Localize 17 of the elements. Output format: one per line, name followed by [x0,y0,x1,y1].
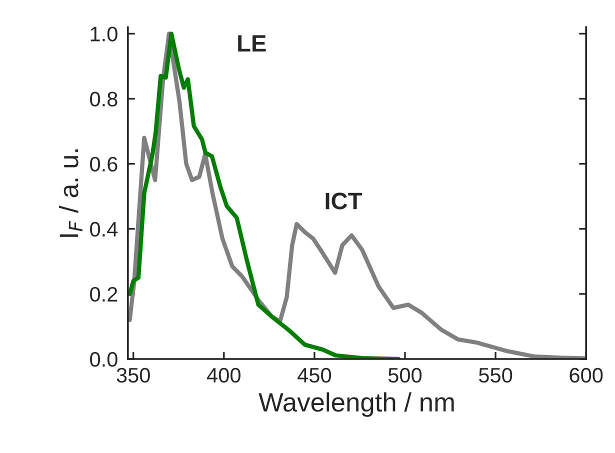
x-tick-label: 450 [298,368,332,383]
y-tick-label: 0.8 [90,92,118,107]
y-tick-label: 1.0 [90,26,118,42]
y-tick-label: 0.0 [90,352,118,367]
x-tick-label: 350 [116,368,150,383]
annotation: LE [238,35,266,52]
y-tick-label: 0.2 [90,286,118,302]
y-axis-title: I$_{F}$ / a. u. [58,149,82,237]
x-tick-label: 400 [207,368,240,383]
line-series [128,32,401,359]
y-tick-label: 0.6 [90,156,118,172]
annotation: ICT [326,192,362,210]
x-tick-label: 500 [388,368,422,383]
x-tick-label: 600 [570,368,603,383]
y-tick-label: 0.4 [90,222,118,237]
x-axis-title: Wavelength / nm [258,392,454,417]
x-tick-label: 550 [479,368,512,383]
